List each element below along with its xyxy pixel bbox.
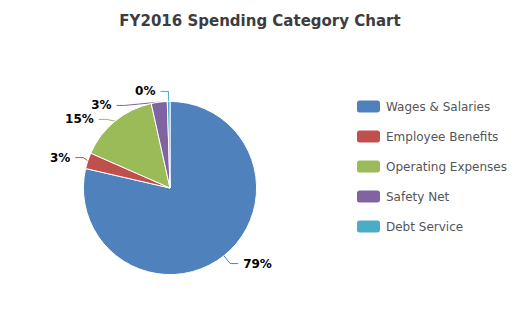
svg-text:Debt Service: Debt Service <box>386 220 463 234</box>
svg-text:Employee Benefits: Employee Benefits <box>386 130 498 144</box>
svg-text:79%: 79% <box>243 257 272 271</box>
svg-text:3%: 3% <box>50 151 70 165</box>
svg-text:Wages & Salaries: Wages & Salaries <box>386 100 490 114</box>
svg-text:FY2016 Spending Category Chart: FY2016 Spending Category Chart <box>119 12 400 30</box>
svg-text:Safety Net: Safety Net <box>386 190 450 204</box>
svg-text:Operating Expenses: Operating Expenses <box>386 160 507 174</box>
svg-text:3%: 3% <box>91 98 111 112</box>
svg-text:15%: 15% <box>65 112 94 126</box>
svg-text:0%: 0% <box>135 84 155 98</box>
